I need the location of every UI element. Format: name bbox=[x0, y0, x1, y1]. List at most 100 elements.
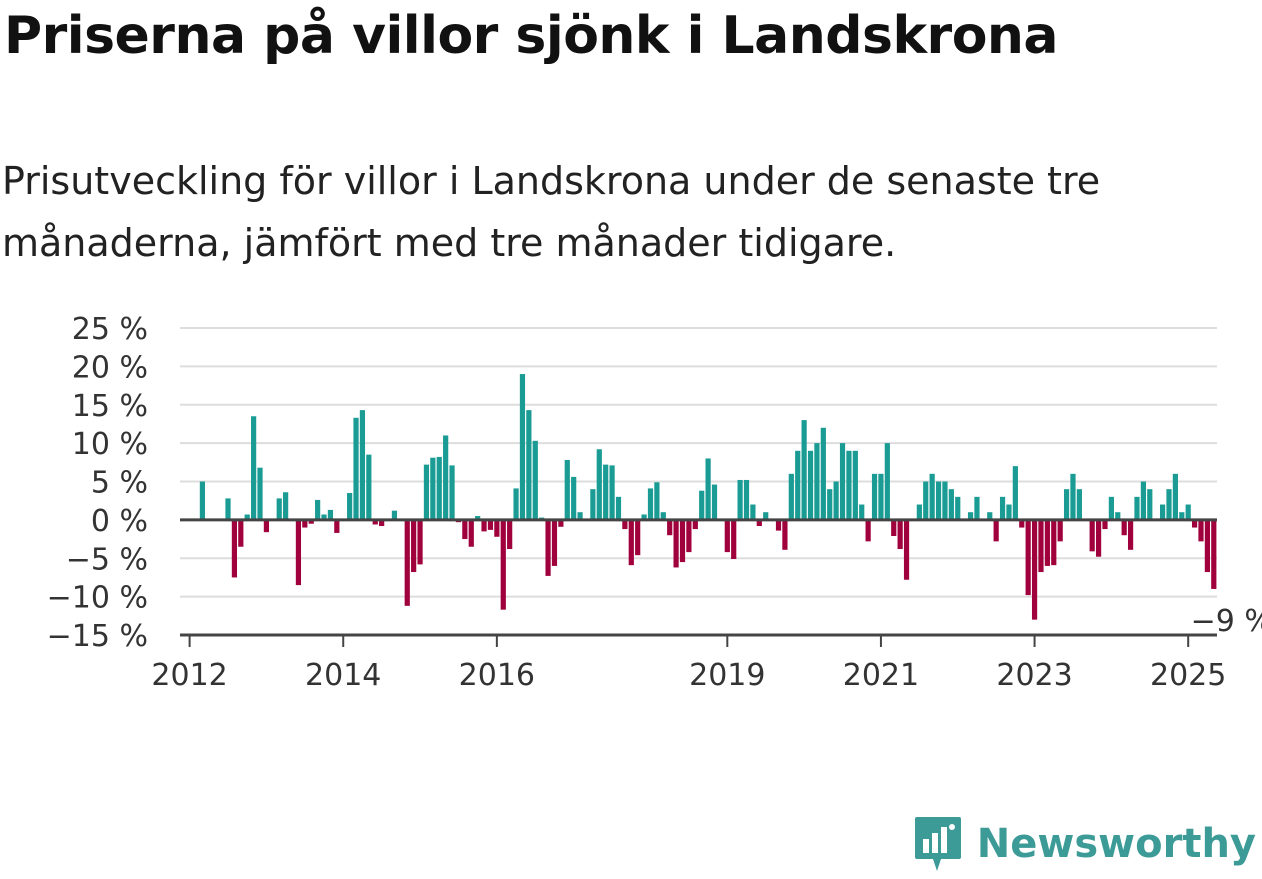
bar bbox=[827, 489, 833, 520]
chart-title: Priserna på villor sjönk i Landskrona bbox=[4, 6, 1059, 66]
bar bbox=[443, 435, 449, 520]
bar bbox=[667, 519, 673, 536]
bar bbox=[327, 509, 334, 520]
bar bbox=[436, 456, 442, 520]
bar bbox=[251, 416, 257, 520]
bar bbox=[967, 512, 974, 520]
axes bbox=[180, 518, 1217, 637]
bar bbox=[411, 519, 417, 573]
bar bbox=[564, 460, 570, 520]
bar bbox=[449, 465, 455, 520]
bar bbox=[807, 450, 814, 520]
x-axis-labels: 2012 2014 2016 2019 2021 2023 2025 bbox=[151, 635, 1226, 693]
bar bbox=[999, 496, 1006, 520]
bar bbox=[513, 488, 519, 520]
bar bbox=[302, 519, 308, 528]
bar bbox=[532, 440, 538, 520]
bar bbox=[1134, 496, 1140, 520]
bar bbox=[1012, 466, 1018, 520]
bar bbox=[1185, 504, 1191, 520]
bar bbox=[468, 519, 474, 547]
bar bbox=[1204, 519, 1210, 573]
bar bbox=[1076, 489, 1082, 520]
bar bbox=[238, 519, 244, 547]
y-tick-label: −15 % bbox=[47, 619, 148, 654]
bar bbox=[871, 473, 878, 520]
bar bbox=[359, 410, 366, 520]
bar bbox=[276, 498, 282, 520]
bar bbox=[379, 519, 385, 527]
bar bbox=[756, 519, 762, 527]
bar bbox=[628, 519, 634, 566]
bar bbox=[891, 519, 897, 536]
x-tick-label: 2019 bbox=[689, 658, 765, 693]
bar bbox=[750, 504, 756, 520]
bar bbox=[897, 519, 903, 550]
bar bbox=[244, 514, 250, 520]
bar bbox=[404, 519, 410, 606]
bar bbox=[347, 493, 353, 520]
bar bbox=[1211, 519, 1217, 589]
bar bbox=[1166, 489, 1172, 520]
x-tick-label: 2023 bbox=[996, 658, 1072, 693]
chart-subtitle: Prisutveckling för villor i Landskrona u… bbox=[2, 159, 1101, 265]
gridlines bbox=[180, 327, 1217, 598]
bar bbox=[1089, 519, 1095, 552]
y-tick-label: −10 % bbox=[47, 581, 148, 616]
bar bbox=[974, 496, 980, 520]
bar bbox=[833, 481, 839, 520]
bar bbox=[199, 481, 206, 520]
bar bbox=[1095, 519, 1102, 557]
newsworthy-logo-icon bbox=[914, 817, 961, 871]
bar bbox=[942, 481, 948, 520]
bar bbox=[1198, 519, 1204, 542]
bar bbox=[295, 519, 302, 586]
bar bbox=[1044, 519, 1050, 566]
bar bbox=[487, 519, 494, 530]
bar bbox=[596, 449, 602, 520]
y-tick-label: 15 % bbox=[72, 389, 148, 424]
bar bbox=[859, 504, 865, 520]
bar bbox=[884, 443, 890, 520]
bar bbox=[699, 490, 705, 520]
bar bbox=[391, 510, 398, 520]
bar bbox=[647, 488, 654, 520]
bar bbox=[315, 499, 321, 520]
bar bbox=[775, 519, 782, 531]
x-tick-label: 2014 bbox=[305, 658, 381, 693]
bar bbox=[423, 464, 430, 520]
bar bbox=[1031, 519, 1038, 620]
bar bbox=[711, 484, 718, 520]
bar bbox=[603, 464, 609, 520]
bar bbox=[622, 519, 628, 530]
x-tick-label: 2012 bbox=[151, 658, 227, 693]
bar-chart: 25 %20 % 15 %10 % 5 %0 %−5 % −10 %−15 % 201… bbox=[47, 312, 1262, 693]
bar bbox=[475, 516, 481, 520]
bar bbox=[1127, 519, 1134, 550]
bar bbox=[545, 519, 551, 576]
bar bbox=[705, 458, 711, 520]
bar bbox=[551, 519, 558, 566]
bar bbox=[334, 519, 340, 533]
bar bbox=[916, 504, 922, 520]
bar bbox=[615, 496, 622, 520]
bar bbox=[609, 465, 615, 520]
bar bbox=[654, 482, 660, 520]
x-tick-label: 2021 bbox=[843, 658, 919, 693]
bar bbox=[462, 519, 468, 540]
bar bbox=[283, 492, 289, 520]
bar bbox=[577, 512, 583, 520]
bar bbox=[308, 519, 314, 524]
bar bbox=[430, 457, 436, 520]
brand-name: Newsworthy bbox=[976, 821, 1256, 867]
bar bbox=[724, 519, 730, 553]
bar bbox=[494, 519, 500, 537]
bar bbox=[263, 519, 270, 533]
y-tick-label: −5 % bbox=[66, 542, 148, 577]
bar bbox=[1057, 519, 1063, 542]
y-tick-label: 0 % bbox=[91, 504, 148, 539]
y-tick-label: 20 % bbox=[72, 350, 148, 385]
brand-logo: Newsworthy bbox=[913, 815, 1256, 873]
bar bbox=[660, 512, 666, 520]
y-tick-label: 5 % bbox=[91, 466, 148, 501]
